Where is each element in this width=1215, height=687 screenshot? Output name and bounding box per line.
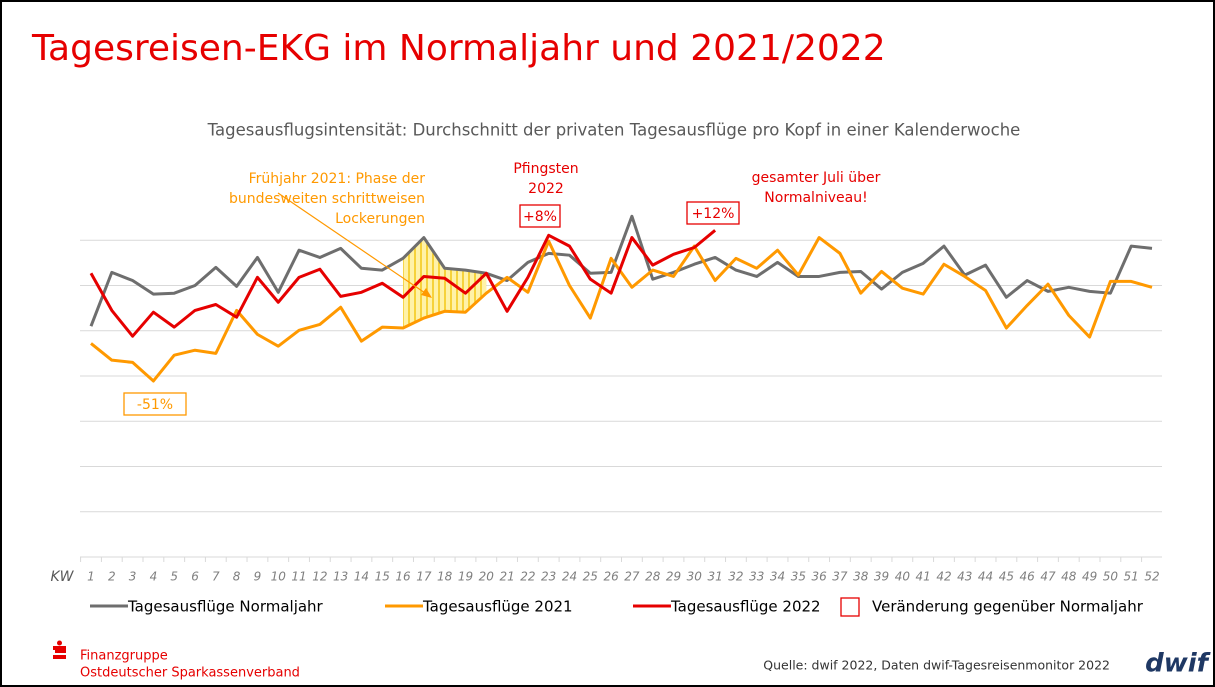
x-tick-label: 37 [832,570,848,584]
x-tick-label: 42 [936,570,951,584]
legend-swatch [840,597,860,617]
x-tick-label: 4 [150,570,158,584]
x-tick-label: 5 [170,570,178,584]
x-tick-label: 2 [108,570,116,584]
source: Quelle: dwif 2022, Daten dwif-Tagesreise… [763,658,1110,673]
x-tick-label: 39 [874,570,889,584]
x-tick-label: 43 [957,570,972,584]
arrow-head [421,288,432,298]
legend-label: Tagesausflüge Normaljahr [127,598,324,616]
x-tick-label: 13 [333,570,348,584]
x-tick-label: 17 [416,570,432,584]
x-tick-label: 50 [1103,570,1119,584]
x-tick-label: 28 [645,570,661,584]
x-tick-label: 33 [749,570,764,584]
x-tick-label: 47 [1040,570,1056,584]
change-box [686,201,740,225]
sparkasse-logo [53,640,66,659]
x-tick-label: 25 [583,570,598,584]
x-tick-label: 38 [853,570,869,584]
x-tick-label: 32 [728,570,743,584]
x-tick-label: 14 [354,570,369,584]
x-tick-label: 9 [254,570,262,584]
x-tick-label: 20 [479,570,495,584]
title: Tagesreisen-EKG im Normaljahr und 2021/2… [31,28,886,69]
x-tick-label: 19 [458,570,473,584]
annotation: gesamter Juli über [752,170,881,186]
x-tick-label: 44 [978,570,993,584]
x-tick-label: 51 [1124,570,1139,584]
x-tick-label: 31 [707,570,722,584]
annotation: bundesweiten schrittweisen [229,191,425,207]
org-name: Ostdeutscher Sparkassenverband [80,666,300,681]
x-tick-label: 16 [395,570,411,584]
annotation: Frühjahr 2021: Phase der [249,171,426,187]
x-axis-label: KW [50,569,74,585]
legend-label: Tagesausflüge 2022 [670,598,821,616]
x-tick-label: 49 [1082,570,1097,584]
x-tick-label: 10 [271,570,287,584]
annotation: Pfingsten [513,161,578,177]
series-line [89,214,1153,327]
x-tick-label: 7 [212,570,220,584]
x-tick-label: 41 [916,570,931,584]
x-tick-label: 23 [541,570,556,584]
x-tick-label: 30 [687,570,703,584]
x-tick-label: 48 [1061,570,1077,584]
x-tick-label: 22 [520,570,535,584]
x-tick-label: 12 [312,570,327,584]
x-tick-label: 52 [1144,570,1159,584]
change-label: +12% [692,206,735,222]
x-tick-label: 21 [499,570,514,584]
x-tick-label: 36 [811,570,827,584]
annotation-arrow [277,192,429,296]
series-line [90,236,1153,383]
x-tick-label: 26 [603,570,619,584]
x-tick-label: 24 [562,570,577,584]
change-label: -51% [137,397,173,413]
x-tick-label: 29 [666,570,681,584]
x-tick-label: 11 [291,570,306,584]
annotation: 2022 [528,181,564,197]
x-tick-label: 1 [87,570,95,584]
subtitle: Tagesausflugsintensität: Durchschnitt de… [207,121,1021,140]
x-tick-label: 35 [791,570,806,584]
legend-label: Tagesausflüge 2021 [422,598,573,616]
x-tick-label: 6 [191,570,199,584]
legend-label: Veränderung gegenüber Normaljahr [872,598,1144,616]
change-label: +8% [523,209,557,225]
shaded-phase [403,237,487,329]
x-tick-label: 27 [624,570,640,584]
change-box [123,392,187,416]
change-box [519,204,561,228]
x-tick-label: 15 [375,570,390,584]
org-name: Finanzgruppe [80,649,168,664]
x-tick-label: 8 [233,570,241,584]
x-tick-label: 34 [770,570,785,584]
logo: dwif [1145,649,1212,679]
annotation: Normalniveau! [764,190,867,206]
x-tick-label: 18 [437,570,453,584]
annotation: Lockerungen [335,211,425,227]
x-tick-label: 46 [1020,570,1036,584]
x-tick-label: 40 [895,570,911,584]
series-line [89,229,717,338]
x-tick-label: 3 [129,570,137,584]
x-tick-label: 45 [999,570,1014,584]
